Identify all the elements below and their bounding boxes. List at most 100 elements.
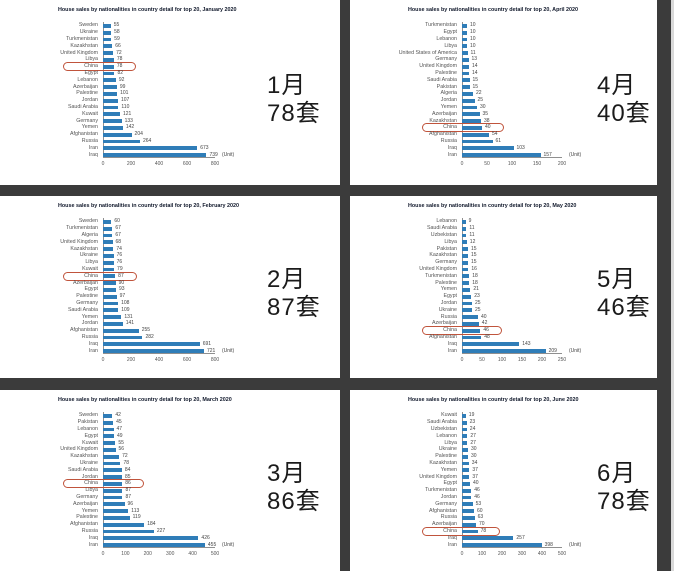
value-label: 15 bbox=[471, 259, 477, 266]
chart-row: Palestine 30 bbox=[350, 453, 583, 460]
chart-row: Kuwait 19 bbox=[350, 412, 583, 419]
country-label: Iran bbox=[447, 347, 457, 354]
chart-row: Kazakhstan 72 bbox=[0, 453, 235, 460]
chart-row: Saudi Arabia 11 bbox=[350, 225, 583, 232]
bar-azerbaijan bbox=[103, 502, 125, 507]
chart-area: House sales by nationalities in country … bbox=[350, 390, 583, 561]
chart-row: Afghanistan 204 bbox=[0, 131, 235, 138]
value-label: 78 bbox=[123, 460, 130, 467]
chart-row: Jordan 46 bbox=[350, 494, 583, 501]
chart-row: Lebanon 27 bbox=[350, 433, 583, 440]
value-label: 18 bbox=[472, 272, 478, 279]
country-label: Kuwait bbox=[82, 110, 98, 117]
bar-ukraine bbox=[103, 253, 114, 258]
country-label: Afghanistan bbox=[70, 521, 98, 528]
country-label: Jordan bbox=[440, 97, 457, 104]
country-label: Pakistan bbox=[436, 245, 457, 252]
chart-row: United Kingdom 16 bbox=[350, 266, 583, 273]
value-label: 10 bbox=[470, 29, 476, 36]
country-label: Libya bbox=[85, 56, 98, 63]
x-axis-ticks: 0 50 100 150 200 bbox=[461, 161, 567, 171]
unit-label: (Unit) bbox=[569, 152, 582, 159]
value-label: 11 bbox=[469, 232, 475, 239]
bar-egypt bbox=[462, 481, 470, 486]
bar-china bbox=[103, 274, 116, 279]
country-label: Libya bbox=[444, 238, 457, 245]
bar-egypt bbox=[103, 434, 114, 439]
value-label: 86 bbox=[125, 480, 131, 487]
x-axis-tick: 800 bbox=[210, 357, 220, 364]
bar-palestine bbox=[103, 294, 117, 299]
value-label: 101 bbox=[120, 90, 129, 97]
unit-label: (Unit) bbox=[222, 348, 235, 355]
country-label: United Kingdom bbox=[419, 473, 457, 480]
annotation-month: 6月 bbox=[597, 459, 637, 487]
value-label: 74 bbox=[116, 245, 122, 252]
bar-azerbaijan bbox=[462, 321, 479, 326]
bar-kuwait bbox=[103, 441, 116, 445]
chart-row: China 86 bbox=[0, 479, 235, 489]
country-label: Saudi Arabia bbox=[67, 306, 98, 313]
bar-iran bbox=[103, 543, 205, 547]
chart-row: Kazakhstan 66 bbox=[0, 43, 235, 50]
bar-united-kingdom bbox=[103, 240, 113, 245]
chart-row: Afghanistan 54 bbox=[350, 131, 583, 138]
country-label: United Kingdom bbox=[419, 266, 457, 273]
bar-turkmenistan bbox=[462, 274, 470, 279]
bar-egypt bbox=[462, 30, 467, 35]
chart-row: Saudi Arabia 23 bbox=[350, 419, 583, 426]
country-label: Palestine bbox=[435, 453, 457, 460]
value-label: 78 bbox=[116, 56, 123, 63]
panel-march: House sales by nationalities in country … bbox=[0, 390, 340, 571]
bar-iraq bbox=[462, 146, 514, 151]
x-axis-tick: 100 bbox=[121, 551, 130, 558]
country-label: Kazakhstan bbox=[70, 245, 98, 252]
chart-row: Azerbaijan 99 bbox=[0, 84, 235, 91]
country-label: Afghanistan bbox=[429, 334, 457, 341]
x-axis-tick: 400 bbox=[537, 551, 547, 558]
x-axis-ticks: 0 200 400 600 800 bbox=[102, 161, 220, 171]
chart-row: Saudi Arabia 109 bbox=[0, 307, 235, 314]
chart-row: Turkmenistan 67 bbox=[0, 225, 235, 232]
annotation-month: 3月 bbox=[267, 459, 307, 487]
panel-february: House sales by nationalities in country … bbox=[0, 196, 340, 378]
bar-germany bbox=[462, 260, 468, 265]
chart-row: Egypt 40 bbox=[350, 480, 583, 487]
bar-ukraine bbox=[462, 447, 468, 452]
axis-frame bbox=[103, 218, 215, 355]
bar-saudi-arabia bbox=[103, 105, 119, 110]
country-label: Russia bbox=[81, 138, 98, 145]
value-label: 58 bbox=[114, 29, 120, 36]
country-label: Lebanon bbox=[436, 218, 457, 225]
chart-row: Palestine 18 bbox=[350, 280, 583, 287]
value-label: 82 bbox=[117, 70, 124, 77]
bar-iran bbox=[103, 349, 204, 353]
country-label: Jordan bbox=[81, 97, 98, 104]
value-label: 209 bbox=[548, 347, 557, 354]
chart-row: Iran 157 bbox=[350, 152, 583, 159]
value-label: 13 bbox=[471, 56, 478, 63]
chart-row: Yemen 131 bbox=[0, 314, 235, 321]
bar-pakistan bbox=[103, 420, 114, 425]
country-label: Libya bbox=[85, 259, 98, 266]
country-label: Lebanon bbox=[436, 432, 457, 439]
chart-row: Kazakhstan 34 bbox=[350, 460, 583, 467]
chart-row: Palestine 101 bbox=[0, 90, 235, 97]
country-label: Iraq bbox=[88, 534, 98, 541]
value-label: 70 bbox=[479, 521, 485, 528]
bar-afghanistan bbox=[103, 522, 145, 527]
annotation-month: 2月 bbox=[267, 266, 307, 294]
value-label: 45 bbox=[116, 419, 122, 426]
value-label: 60 bbox=[114, 218, 120, 225]
country-label: Jordan bbox=[440, 300, 457, 307]
x-axis-tick: 300 bbox=[517, 551, 527, 558]
chart-row: Egypt 10 bbox=[350, 29, 583, 36]
chart-row: Azerbaijan 70 bbox=[350, 521, 583, 528]
chart-row: Palestine 97 bbox=[0, 293, 235, 300]
x-axis-tick: 400 bbox=[154, 161, 164, 168]
value-label: 15 bbox=[472, 83, 479, 90]
x-axis-tick: 0 bbox=[101, 357, 105, 364]
country-label: Palestine bbox=[76, 293, 98, 300]
bar-germany bbox=[103, 119, 122, 123]
value-label: 37 bbox=[472, 466, 478, 473]
